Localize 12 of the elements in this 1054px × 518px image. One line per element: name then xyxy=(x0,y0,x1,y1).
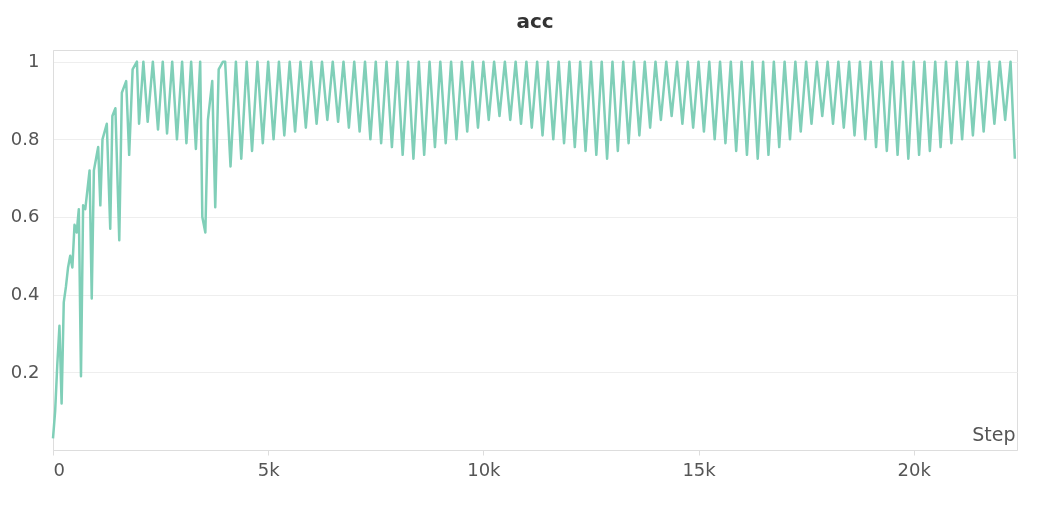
y-tick-label: 0.6 xyxy=(10,205,40,227)
chart-title: acc xyxy=(516,9,554,33)
y-tick-label: 0.4 xyxy=(10,283,40,305)
x-tick-label: 15k xyxy=(682,458,717,480)
x-tick-label: 0 xyxy=(53,458,65,480)
y-tick-label: 0.8 xyxy=(10,127,40,149)
x-tick-label: 10k xyxy=(467,458,502,480)
y-tick-label: 0.2 xyxy=(10,360,40,382)
x-tick-label: 5k xyxy=(257,458,281,480)
x-axis-title: Step xyxy=(972,422,1016,445)
x-tick-label: 20k xyxy=(897,458,932,480)
y-tick-label: 1 xyxy=(28,50,40,72)
